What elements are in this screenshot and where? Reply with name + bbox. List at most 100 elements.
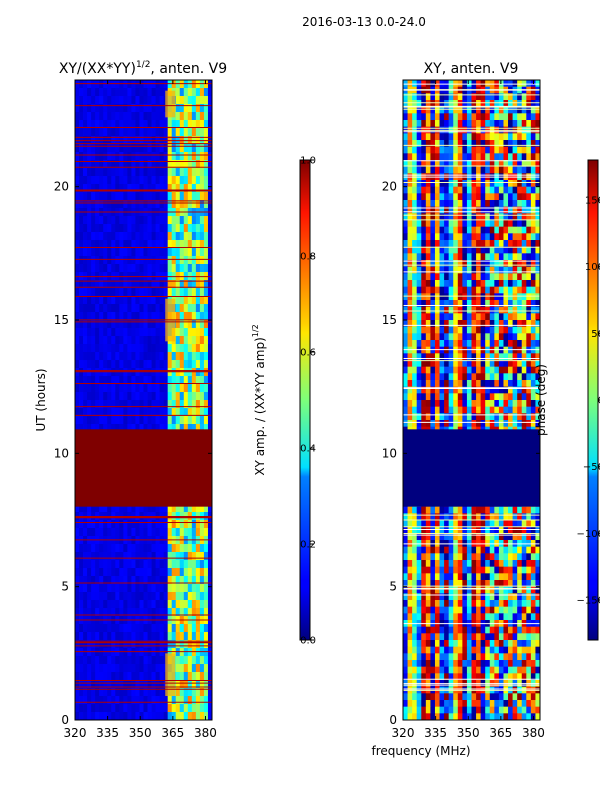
right-heat-cell [466, 546, 472, 554]
left-x-tick-label: 320 [64, 726, 87, 740]
right-heat-cell [503, 533, 509, 541]
left-heat-cell [195, 560, 201, 569]
left-heat-cell [183, 224, 189, 233]
right-heat-cell [462, 533, 468, 541]
left-heat-cell [207, 392, 212, 401]
right-heat-cell [416, 206, 422, 214]
right-heat-cell [434, 533, 440, 541]
left-heat-cell [83, 240, 88, 249]
left-heat-cell [99, 680, 104, 689]
left-heat-cell [95, 640, 100, 649]
left-heat-cell [143, 352, 148, 361]
right-heat-cell [403, 146, 408, 154]
right-heat-cell [535, 233, 540, 241]
right-heat-cell [517, 286, 523, 294]
left-heat-cell [163, 264, 169, 273]
right-heat-cell [412, 193, 418, 201]
right-heat-cell [457, 153, 463, 161]
left-heat-cell [199, 184, 205, 193]
left-heat-cell [183, 328, 189, 337]
left-heat-cell [151, 408, 156, 417]
left-heat-cell [83, 232, 88, 241]
left-heat-cell [107, 672, 112, 681]
left-heat-cell [87, 288, 92, 297]
left-heat-cell [151, 280, 156, 289]
left-heat-cell [107, 400, 112, 409]
right-heat-cell [535, 226, 540, 234]
right-heat-cell [462, 506, 468, 514]
right-heat-cell [462, 306, 468, 314]
left-heat-cell [147, 328, 152, 337]
left-heat-cell [95, 528, 100, 537]
right-heat-cell [517, 140, 523, 148]
left-heat-cell [111, 408, 116, 417]
left-heat-cell [83, 288, 88, 297]
left-heat-cell [187, 200, 193, 209]
right-heat-cell [476, 506, 482, 514]
left-heat-cell [207, 144, 212, 153]
left-heat-cell [199, 352, 205, 361]
left-heat-cell [203, 368, 209, 377]
left-heat-cell [75, 160, 80, 169]
left-heat-cell [175, 336, 181, 345]
left-heat-cell [79, 696, 84, 705]
left-heat-cell [175, 504, 181, 513]
left-heat-cell [183, 144, 189, 153]
right-heat-cell [466, 200, 472, 208]
left-heat-cell [139, 632, 144, 641]
right-heat-cell [503, 366, 509, 374]
left-heat-cell [167, 176, 173, 185]
left-heat-cell [159, 264, 165, 273]
right-heat-cell [448, 393, 454, 401]
right-heat-cell [498, 513, 504, 521]
left-heat-cell [175, 608, 181, 617]
right-heat-cell [530, 340, 536, 348]
left-heat-cell [187, 624, 193, 633]
left-heat-cell [107, 416, 112, 425]
right-heat-cell [535, 213, 540, 221]
left-heat-cell [179, 320, 185, 329]
left-heat-cell [91, 304, 96, 313]
right-heat-cell [476, 393, 482, 401]
left-heat-cell [167, 288, 173, 297]
left-heat-cell [95, 264, 100, 273]
left-heat-cell [207, 280, 212, 289]
right-heat-cell [439, 320, 445, 328]
left-band-hotspot [165, 653, 176, 696]
left-heat-cell [83, 712, 88, 720]
right-heat-cell [526, 306, 532, 314]
left-heat-cell [115, 176, 120, 185]
right-heat-cell [535, 166, 540, 174]
right-heat-cell [508, 233, 513, 241]
right-heat-cell [453, 253, 459, 261]
right-heat-cell [535, 420, 540, 428]
left-heat-cell [183, 560, 189, 569]
right-heat-cell [412, 146, 418, 154]
right-heat-cell [489, 513, 495, 521]
right-heat-cell [466, 233, 472, 241]
left-heat-cell [147, 520, 152, 529]
right-heat-cell [430, 100, 436, 108]
left-heat-cell [127, 264, 132, 273]
right-heat-cell [434, 93, 440, 101]
right-heat-cell [485, 406, 491, 414]
right-heat-cell [485, 346, 491, 354]
left-heat-cell [143, 688, 148, 697]
right-heat-cell [448, 246, 454, 254]
right-heat-cell [407, 200, 413, 208]
left-heat-cell [179, 384, 185, 393]
left-heat-cell [167, 160, 173, 169]
right-heat-cell [407, 93, 413, 101]
right-heat-cell [448, 200, 454, 208]
right-heat-cell [430, 120, 436, 128]
right-heat-cell [508, 386, 513, 394]
right-heat-cell [421, 80, 427, 88]
left-heat-cell [187, 160, 193, 169]
left-heat-cell [79, 128, 84, 137]
left-heat-cell [99, 640, 104, 649]
right-heat-cell [517, 306, 523, 314]
right-heat-cell [466, 226, 472, 234]
right-heat-cell [530, 360, 536, 368]
right-heat-cell [489, 413, 495, 421]
left-heat-cell [95, 304, 100, 313]
